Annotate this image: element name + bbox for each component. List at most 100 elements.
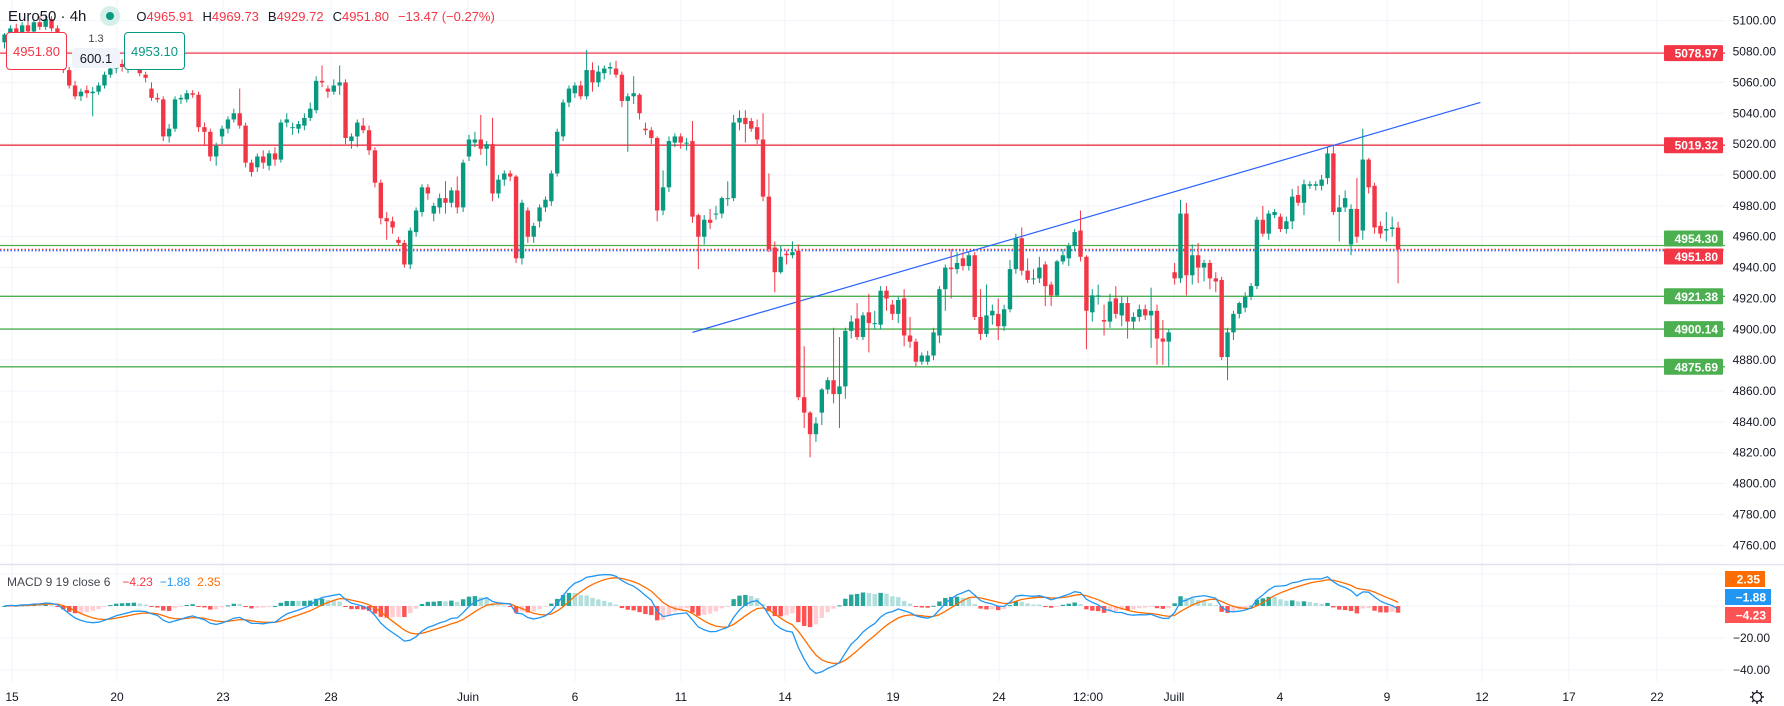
candle-body xyxy=(1219,279,1224,358)
price-tick-label: 4960.00 xyxy=(1733,230,1777,244)
candle xyxy=(519,199,525,265)
price-level-badge-bg xyxy=(1664,137,1723,154)
macd-histogram-bar xyxy=(954,596,960,606)
candle-body xyxy=(172,99,178,129)
candle xyxy=(1078,210,1083,262)
candle-body xyxy=(1025,270,1030,280)
candle-body xyxy=(425,187,431,194)
macd-histogram-bar xyxy=(296,600,301,606)
candle xyxy=(1372,182,1377,234)
candle xyxy=(266,150,272,171)
macd-histogram-bar xyxy=(137,603,142,606)
time-axis-bg[interactable] xyxy=(0,683,1725,706)
macd-histogram-bar xyxy=(1366,606,1371,609)
candle-body xyxy=(1001,309,1007,327)
macd-histogram-bar xyxy=(396,606,401,617)
macd-histogram-bar xyxy=(355,606,360,610)
macd-axis: −20.00 −40.00 2.35 −1.88 −4.23 xyxy=(1725,566,1784,682)
time-tick-label: Juill xyxy=(1164,690,1185,704)
price-axis-bg[interactable] xyxy=(1725,0,1784,564)
candle xyxy=(443,181,448,214)
macd-histogram-bar xyxy=(443,601,448,606)
candle-body xyxy=(402,242,407,265)
candle-body xyxy=(790,252,795,256)
price-tick-label: 4780.00 xyxy=(1733,507,1777,521)
candle xyxy=(884,286,889,311)
candle-body xyxy=(719,198,725,214)
candle-body xyxy=(1119,303,1124,316)
macd-histogram-bar xyxy=(202,606,207,608)
time-tick-label: 4 xyxy=(1277,690,1284,704)
candle-body xyxy=(208,131,213,157)
candle xyxy=(313,76,319,114)
candle xyxy=(384,212,389,240)
macd-histogram-bar xyxy=(878,592,883,606)
candle-body xyxy=(784,253,789,256)
candle xyxy=(590,62,595,92)
candle-body xyxy=(390,221,395,228)
macd-histogram-bar xyxy=(990,606,995,610)
candle-body xyxy=(672,136,678,143)
settings-gear-icon[interactable] xyxy=(1750,690,1764,704)
macd-histogram-bar xyxy=(566,592,572,606)
trendline[interactable] xyxy=(692,101,1481,333)
macd-signal-badge-bg xyxy=(1725,571,1765,587)
macd-histogram-bar xyxy=(907,603,913,606)
candle xyxy=(1284,216,1289,234)
sell-button[interactable]: 4951.80 xyxy=(6,32,67,70)
price-level-badge: 4875.69 xyxy=(1664,358,1723,375)
candles xyxy=(2,14,1401,458)
candle xyxy=(543,196,548,213)
macd-tick-label: −20.00 xyxy=(1733,631,1770,645)
macd-histogram-bar xyxy=(213,606,219,610)
candle xyxy=(1137,304,1142,322)
macd-histogram-bar xyxy=(1078,604,1083,606)
candle xyxy=(360,117,366,134)
macd-histogram-bar xyxy=(1337,606,1342,610)
macd-histogram-bar xyxy=(161,606,166,611)
time-tick-label: 20 xyxy=(110,690,124,704)
candle-body xyxy=(143,74,148,78)
candle xyxy=(943,264,948,311)
candle xyxy=(102,71,107,89)
candle-body xyxy=(596,71,601,83)
candle xyxy=(937,286,942,344)
price-level-badge: 4954.30 xyxy=(1664,230,1723,247)
price-tick-label: 4880.00 xyxy=(1733,353,1777,367)
candle-body xyxy=(49,19,54,29)
candle xyxy=(278,119,284,163)
candle xyxy=(1143,304,1148,321)
time-tick-label: 23 xyxy=(216,690,230,704)
macd-histogram-bar xyxy=(1331,606,1336,608)
candle xyxy=(66,66,72,89)
macd-legend[interactable]: MACD 9 19 close 6 −4.23 −1.88 2.35 xyxy=(7,575,221,589)
candle-body xyxy=(919,355,924,362)
macd-histogram-bar xyxy=(78,606,84,613)
candle-body xyxy=(378,182,384,219)
candle xyxy=(213,142,219,166)
buy-button[interactable]: 4953.10 xyxy=(124,32,185,70)
macd-signal-badge-label: 2.35 xyxy=(1737,573,1761,587)
price-level-badge-bg xyxy=(1664,288,1723,305)
symbol-title[interactable]: Euro50 · 4h xyxy=(8,7,87,25)
candle xyxy=(749,117,754,132)
price-level-badge-label: 4951.80 xyxy=(1675,250,1719,264)
macd-histogram-bar xyxy=(619,606,625,609)
candle xyxy=(1184,202,1189,296)
macd-histogram-bar xyxy=(572,592,578,606)
candle-body xyxy=(678,136,683,143)
macd-histogram-bar xyxy=(243,606,248,607)
macd-histogram-bar xyxy=(925,606,930,608)
candle-body xyxy=(166,128,172,137)
candle xyxy=(119,59,125,72)
candle-body xyxy=(543,199,548,208)
macd-legend-macd: −1.88 xyxy=(159,575,191,589)
price-tick-label: 5020.00 xyxy=(1733,137,1777,151)
candle xyxy=(772,241,777,293)
candle-body xyxy=(1301,184,1307,203)
candle-body xyxy=(1242,296,1248,308)
macd-histogram-bar xyxy=(437,601,442,606)
macd-histogram-bar xyxy=(1290,600,1295,606)
macd-histogram-bar xyxy=(131,602,137,606)
